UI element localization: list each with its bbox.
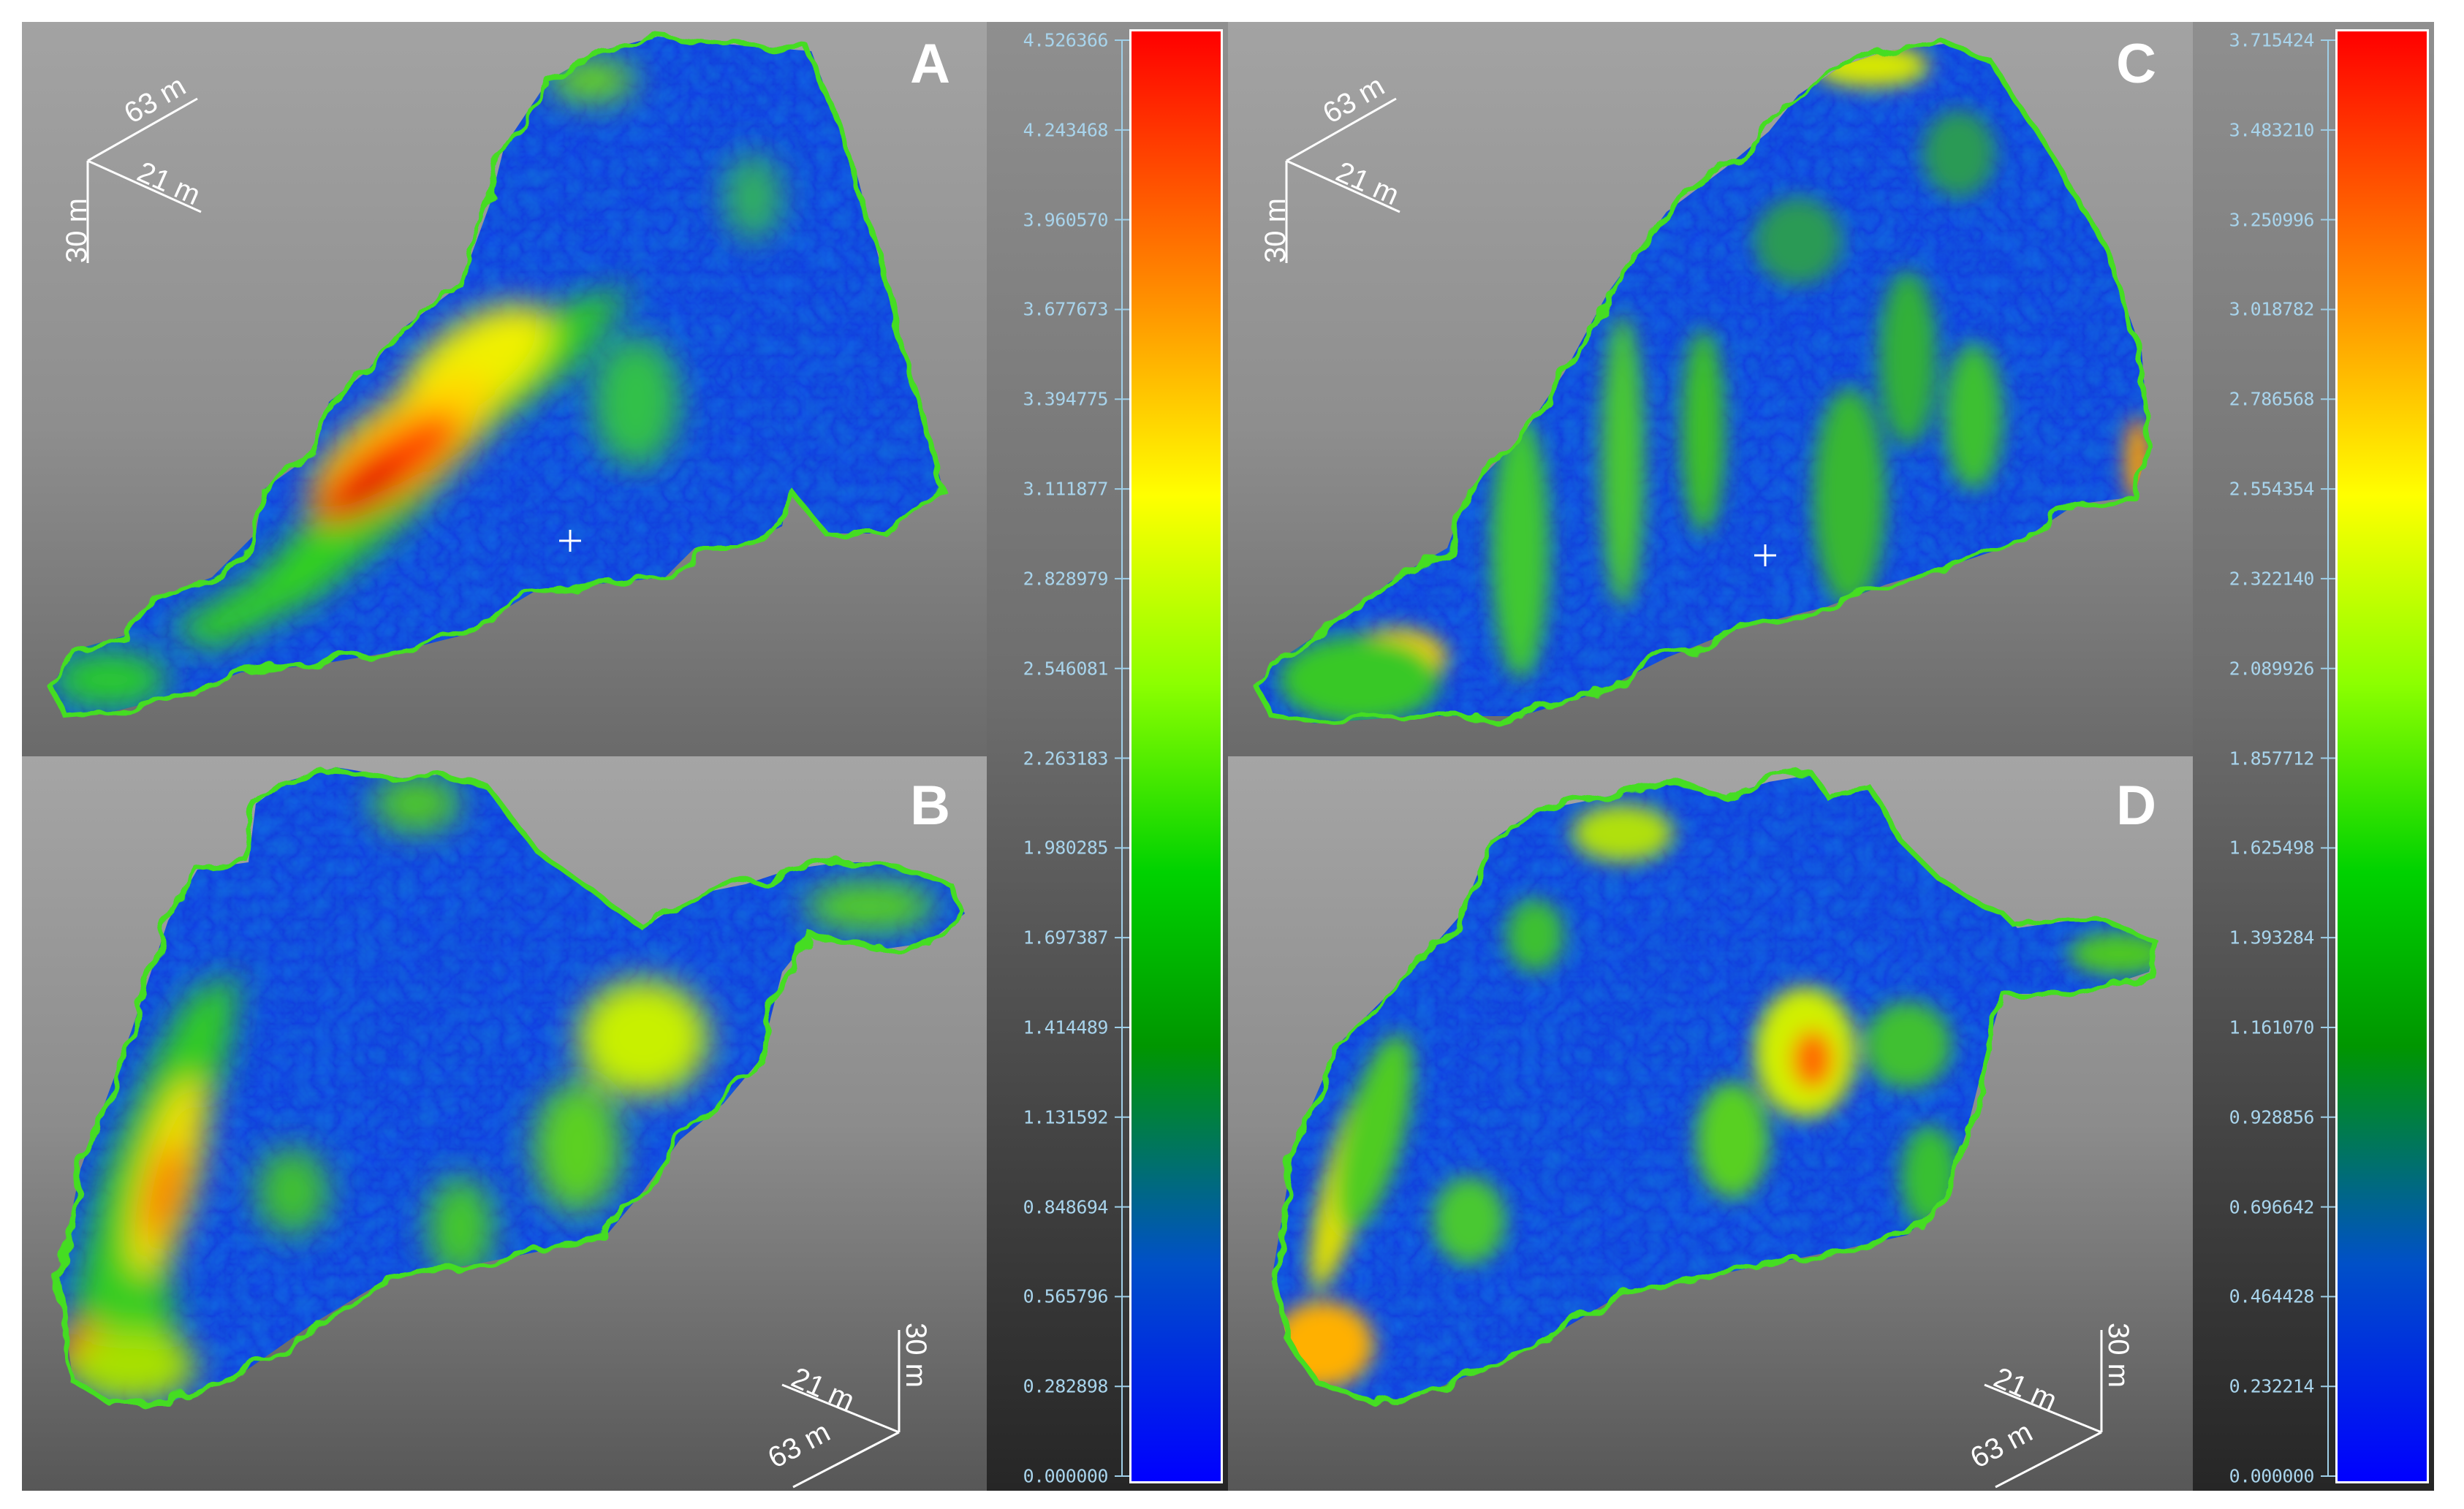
right-figure-half: 63 m 21 m 30 m C <box>1228 22 2434 1491</box>
panel-label-b: B <box>910 775 950 837</box>
colorbar-left <box>1129 29 1223 1483</box>
panel-label-d: D <box>2116 775 2156 837</box>
scale-tick-label: 1.161070 <box>2229 1016 2315 1038</box>
axis-triad-b: 30 m 21 m 63 m <box>763 1323 932 1489</box>
scale-tick-label: 2.786568 <box>2229 388 2315 410</box>
scale-tick-label: 2.089926 <box>2229 658 2315 680</box>
scale-tick-label: 3.018782 <box>2229 298 2315 320</box>
scale-tick-label: 0.464428 <box>2229 1285 2315 1307</box>
axis-label-21m: 21 m <box>1989 1361 2061 1417</box>
scale-tick-label: 1.857712 <box>2229 748 2315 769</box>
scale-tick-label: 1.625498 <box>2229 837 2315 859</box>
axis-label-21m: 21 m <box>786 1361 859 1417</box>
point-cloud-c <box>1254 41 2152 726</box>
scale-tick-label: 0.565796 <box>1023 1285 1109 1307</box>
left-figure-half: 63 m 21 m 30 m A <box>22 22 1228 1491</box>
scale-tick-label: 3.483210 <box>2229 119 2315 141</box>
axis-label-30m: 30 m <box>900 1323 932 1388</box>
scale-tick-label: 2.546081 <box>1023 658 1109 680</box>
scale-tick-label: 2.554354 <box>2229 478 2315 500</box>
panel-a: 63 m 21 m 30 m A <box>22 22 987 756</box>
axis-label-21m: 21 m <box>132 156 205 211</box>
scale-tick-label: 0.282898 <box>1023 1375 1109 1397</box>
axis-triad-c: 63 m 21 m 30 m <box>1259 69 1403 263</box>
scale-tick-label: 0.848694 <box>1023 1196 1109 1218</box>
axis-label-30m: 30 m <box>61 198 93 263</box>
scale-tick-label: 3.715424 <box>2229 29 2315 51</box>
axis-label-63m: 63 m <box>1965 1415 2038 1475</box>
point-cloud-d <box>1269 772 2160 1406</box>
scale-tick-label: 4.526366 <box>1023 29 1109 51</box>
color-scale-right: 3.715424 3.483210 3.250996 3.018782 2.786568… <box>2193 22 2434 1491</box>
scale-tick-label: 0.000000 <box>1023 1465 1109 1487</box>
panel-label-a: A <box>910 33 950 95</box>
axis-label-63m: 63 m <box>1318 69 1390 130</box>
point-cloud-a <box>48 34 946 719</box>
axis-label-63m: 63 m <box>119 69 192 130</box>
panel-label-c: C <box>2116 33 2156 95</box>
panel-d: 30 m 21 m 63 m D <box>1228 756 2193 1491</box>
scale-tick-label: 3.960570 <box>1023 209 1109 231</box>
scale-tick-label: 2.322140 <box>2229 568 2315 590</box>
crosshair-marker <box>1754 544 1776 566</box>
crosshair-marker <box>559 530 581 552</box>
scale-tick-label: 1.393284 <box>2229 927 2315 949</box>
scale-tick-label: 0.000000 <box>2229 1465 2315 1487</box>
panel-c: 63 m 21 m 30 m C <box>1228 22 2193 756</box>
scale-tick-label: 3.250996 <box>2229 209 2315 231</box>
scale-tick-label: 1.980285 <box>1023 837 1109 859</box>
panel-b: 30 m 21 m 63 m B <box>22 756 987 1491</box>
point-cloud-b <box>56 764 968 1406</box>
axis-label-30m: 30 m <box>2102 1323 2134 1388</box>
scale-tick-label: 0.232214 <box>2229 1375 2315 1397</box>
scale-tick-label: 0.928856 <box>2229 1106 2315 1128</box>
scale-tick-label: 1.414489 <box>1023 1016 1109 1038</box>
axis-label-21m: 21 m <box>1331 156 1403 211</box>
scale-ticks-right <box>2321 39 2335 1477</box>
scale-tick-label: 3.394775 <box>1023 388 1109 410</box>
axis-label-30m: 30 m <box>1259 198 1292 263</box>
scale-tick-label: 3.111877 <box>1023 478 1109 500</box>
axis-label-63m: 63 m <box>763 1415 835 1475</box>
scale-tick-label: 2.828979 <box>1023 568 1109 590</box>
scale-tick-label: 1.697387 <box>1023 927 1109 949</box>
scale-tick-label: 0.696642 <box>2229 1196 2315 1218</box>
scale-tick-label: 2.263183 <box>1023 748 1109 769</box>
axis-triad-a: 63 m 21 m 30 m <box>61 69 205 263</box>
color-scale-left: 4.526366 4.243468 3.960570 3.677673 3.394775… <box>987 22 1228 1491</box>
scale-tick-label: 4.243468 <box>1023 119 1109 141</box>
colorbar-right <box>2335 29 2429 1483</box>
scale-tick-label: 3.677673 <box>1023 298 1109 320</box>
scale-tick-label: 1.131592 <box>1023 1106 1109 1128</box>
scale-ticks-left <box>1115 39 1129 1477</box>
axis-triad-d: 30 m 21 m 63 m <box>1965 1323 2134 1489</box>
